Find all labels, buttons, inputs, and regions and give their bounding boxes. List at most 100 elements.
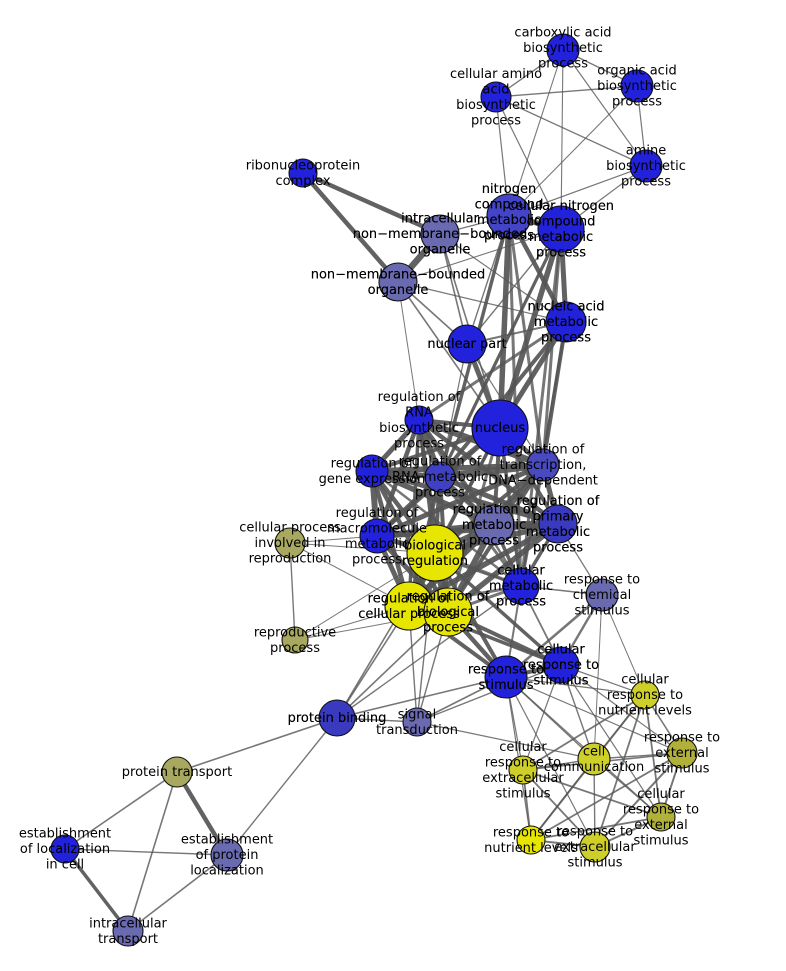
node-circle[interactable]: intracellular non−membrane−bounded organ… — [420, 214, 460, 254]
node-circle[interactable]: intracellular transport — [112, 915, 144, 947]
node-circle[interactable]: regulation of macromolecule metabolic pr… — [359, 518, 395, 554]
graph-node-non-membrane-bounded-organelle[interactable]: non−membrane−bounded organelle — [378, 262, 418, 302]
graph-edge — [376, 462, 544, 539]
node-circle[interactable]: cellular response to external stimulus — [646, 802, 676, 832]
node-circle[interactable]: reproductive process — [281, 626, 309, 654]
graph-node-cellular-process-involved-in-reproduction[interactable]: cellular process involved in reproductio… — [274, 527, 306, 559]
node-circle[interactable]: regulation of RNA biosynthetic process — [404, 405, 434, 435]
graph-node-nucleic-acid-metabolic-process[interactable]: nucleic acid metabolic process — [545, 301, 587, 343]
graph-node-response-to-chemical-stimulus[interactable]: response to chemical stimulus — [585, 578, 619, 612]
node-circle[interactable]: establishment of protein localization — [210, 838, 244, 872]
graph-node-intracellular-non-membrane-bounded-organelle[interactable]: intracellular non−membrane−bounded organ… — [420, 214, 460, 254]
node-circle[interactable]: amine biosynthetic process — [629, 149, 663, 183]
graph-edge — [530, 816, 662, 841]
node-circle[interactable]: regulation of primary metabolic process — [538, 504, 578, 544]
graph-edge — [397, 281, 420, 421]
graph-node-cellular-response-to-extracellular-stimulus[interactable]: cellular response to extracellular stimu… — [508, 755, 538, 785]
graph-node-regulation-of-rna-biosynthetic-process[interactable]: regulation of RNA biosynthetic process — [404, 405, 434, 435]
graph-node-carboxylic-acid-biosynthetic-process[interactable]: carboxylic acid biosynthetic process — [546, 33, 580, 67]
graph-node-organic-acid-biosynthetic-process[interactable]: organic acid biosynthetic process — [620, 69, 654, 103]
node-circle[interactable]: response to extracellular stimulus — [579, 831, 611, 863]
graph-node-regulation-of-transcription-dna-dependent[interactable]: regulation of transcription, DNA−depende… — [526, 448, 560, 482]
graph-node-cellular-response-to-nutrient-levels[interactable]: cellular response to nutrient levels — [630, 680, 660, 710]
graph-node-signal-transduction[interactable]: signal transduction — [402, 707, 432, 737]
node-circle[interactable]: regulation of gene expression — [355, 454, 389, 488]
node-circle[interactable]: protein binding — [318, 699, 356, 737]
graph-edge — [336, 676, 507, 719]
node-circle[interactable]: signal transduction — [402, 707, 432, 737]
node-circle[interactable]: cellular response to extracellular stimu… — [508, 755, 538, 785]
graph-edge — [495, 96, 647, 167]
graph-node-regulation-of-primary-metabolic-process[interactable]: regulation of primary metabolic process — [538, 504, 578, 544]
node-circle[interactable]: cellular metabolic process — [502, 567, 540, 605]
graph-edge — [371, 462, 544, 474]
graph-node-response-to-nutrient-levels[interactable]: response to nutrient levels — [516, 825, 546, 855]
node-circle[interactable]: cellular nitrogen compound metabolic pro… — [537, 205, 585, 253]
graph-edge — [497, 215, 512, 429]
graph-node-establishment-of-localization-in-cell[interactable]: establishment of localization in cell — [50, 834, 80, 864]
node-circle[interactable]: cellular process involved in reproductio… — [274, 527, 306, 559]
graph-edge — [560, 49, 564, 230]
graph-node-response-to-external-stimulus[interactable]: response to external stimulus — [666, 737, 698, 769]
node-circle[interactable]: nuclear part — [447, 324, 487, 364]
graph-edge — [495, 85, 638, 98]
graph-node-ribonucleoprotein-complex[interactable]: ribonucleoprotein complex — [288, 158, 318, 188]
graph-node-nitrogen-compound-metabolic-process[interactable]: nitrogen compound metabolic process — [486, 193, 532, 239]
graph-node-response-to-stimulus[interactable]: response to stimulus — [484, 655, 528, 699]
node-circle[interactable]: carboxylic acid biosynthetic process — [546, 33, 580, 67]
node-circle[interactable]: nitrogen compound metabolic process — [486, 193, 532, 239]
graph-node-regulation-of-biological-process[interactable]: regulation of biological process — [423, 587, 473, 637]
graph-node-amine-biosynthetic-process[interactable]: amine biosynthetic process — [629, 149, 663, 183]
node-circle[interactable]: response to chemical stimulus — [585, 578, 619, 612]
graph-node-cellular-response-to-stimulus[interactable]: cellular response to stimulus — [542, 646, 580, 684]
graph-node-cellular-metabolic-process[interactable]: cellular metabolic process — [502, 567, 540, 605]
node-circle[interactable]: biological regulation — [406, 524, 464, 582]
graph-node-regulation-of-gene-expression[interactable]: regulation of gene expression — [355, 454, 389, 488]
node-circle[interactable]: organic acid biosynthetic process — [620, 69, 654, 103]
graph-node-response-to-extracellular-stimulus[interactable]: response to extracellular stimulus — [579, 831, 611, 863]
graph-node-nuclear-part[interactable]: nuclear part — [447, 324, 487, 364]
graph-node-cellular-nitrogen-compound-metabolic-process[interactable]: cellular nitrogen compound metabolic pro… — [537, 205, 585, 253]
graph-edge — [64, 848, 228, 856]
node-circle[interactable]: response to stimulus — [484, 655, 528, 699]
node-circle[interactable]: cellular amino acid biosynthetic process — [480, 81, 512, 113]
graph-node-regulation-of-rna-metabolic-process[interactable]: regulation of RNA metabolic process — [424, 461, 456, 493]
graph-node-intracellular-transport[interactable]: intracellular transport — [112, 915, 144, 947]
graph-node-protein-binding[interactable]: protein binding — [318, 699, 356, 737]
graph-edge — [439, 233, 567, 323]
graph-edge — [301, 171, 400, 284]
node-circle[interactable]: nucleic acid metabolic process — [545, 301, 587, 343]
node-circle[interactable]: non−membrane−bounded organelle — [378, 262, 418, 302]
graph-edge — [416, 721, 595, 760]
graph-node-reproductive-process[interactable]: reproductive process — [281, 626, 309, 654]
graph-node-cellular-amino-acid-biosynthetic-process[interactable]: cellular amino acid biosynthetic process — [480, 81, 512, 113]
graph-node-protein-transport[interactable]: protein transport — [161, 756, 193, 788]
graph-edge — [530, 758, 595, 841]
node-circle[interactable]: regulation of biological process — [423, 587, 473, 637]
node-circle[interactable]: nucleus — [471, 399, 529, 457]
graph-node-regulation-of-metabolic-process[interactable]: regulation of metabolic process — [473, 504, 515, 546]
graph-node-biological-regulation[interactable]: biological regulation — [406, 524, 464, 582]
graph-node-cell-communication[interactable]: cell communication — [577, 742, 611, 776]
node-circle[interactable]: cell communication — [577, 742, 611, 776]
graph-edge — [522, 694, 646, 771]
node-circle[interactable]: regulation of metabolic process — [473, 504, 515, 546]
node-circle[interactable]: protein transport — [161, 756, 193, 788]
node-circle[interactable]: regulation of RNA metabolic process — [424, 461, 456, 493]
node-circle[interactable]: establishment of localization in cell — [50, 834, 80, 864]
node-circle[interactable]: cellular response to stimulus — [542, 646, 580, 684]
graph-node-cellular-response-to-external-stimulus[interactable]: cellular response to external stimulus — [646, 802, 676, 832]
node-circle[interactable]: response to nutrient levels — [516, 825, 546, 855]
graph-node-regulation-of-macromolecule-metabolic-process[interactable]: regulation of macromolecule metabolic pr… — [359, 518, 395, 554]
graph-node-nucleus[interactable]: nucleus — [471, 399, 529, 457]
graph-edge — [176, 717, 338, 773]
node-circle[interactable]: regulation of transcription, DNA−depende… — [526, 448, 560, 482]
node-circle[interactable]: response to external stimulus — [666, 737, 698, 769]
node-circle[interactable]: ribonucleoprotein complex — [288, 158, 318, 188]
graph-node-establishment-of-protein-localization[interactable]: establishment of protein localization — [210, 838, 244, 872]
graph-edge — [522, 769, 596, 848]
graph-edge — [226, 717, 338, 856]
graph-edge — [495, 96, 562, 230]
node-circle[interactable]: cellular response to nutrient levels — [630, 680, 660, 710]
